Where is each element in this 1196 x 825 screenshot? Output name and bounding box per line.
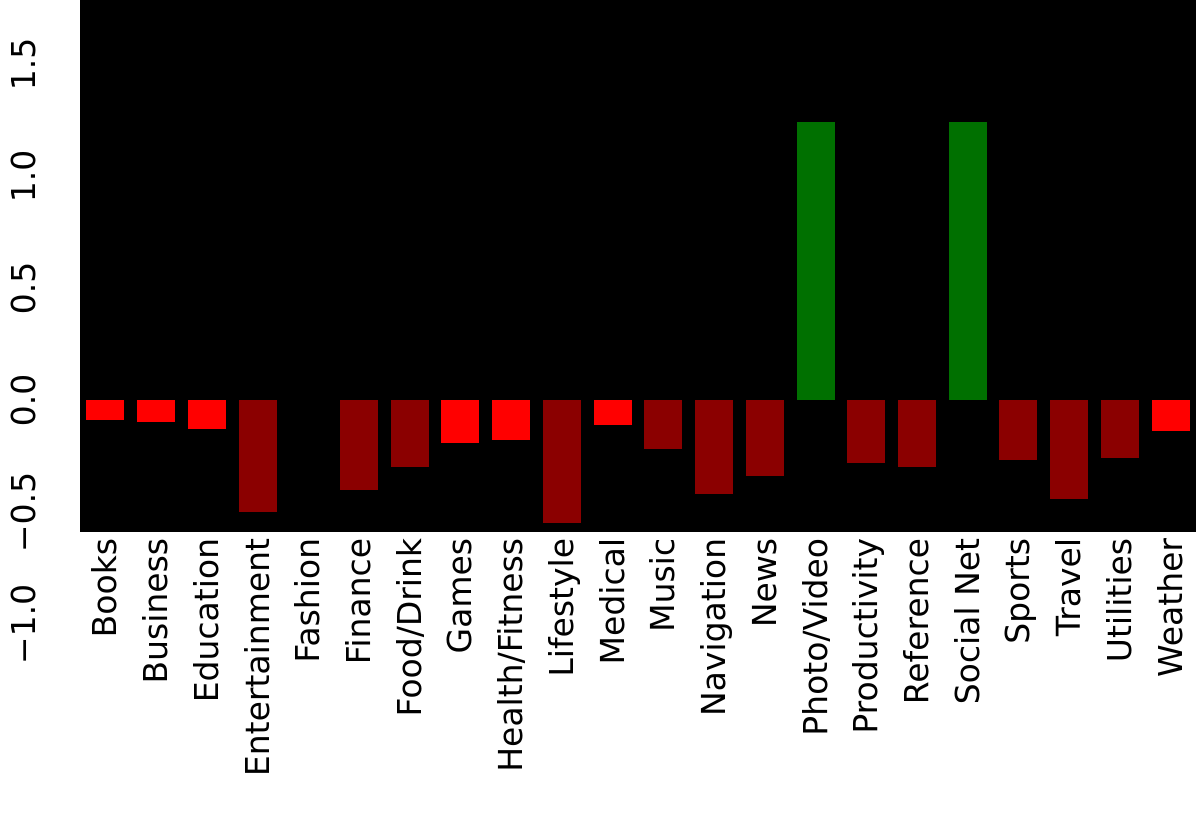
x-tick-label: Business xyxy=(135,538,175,684)
x-tick-label: Education xyxy=(186,538,226,703)
bar-music xyxy=(644,400,683,450)
y-tick-label: 0.0 xyxy=(3,373,43,427)
bar-travel xyxy=(1050,400,1089,499)
bar-weather xyxy=(1151,400,1190,432)
y-tick-label: 1.0 xyxy=(3,149,43,203)
bar-medical xyxy=(593,400,632,425)
bar-productivity xyxy=(847,400,886,463)
y-tick-label: 0.5 xyxy=(3,261,43,315)
x-tick-label: Weather xyxy=(1150,538,1190,677)
x-tick-label: Lifestyle xyxy=(541,538,581,677)
x-tick-label: Fashion xyxy=(288,538,328,663)
bar-reference xyxy=(898,400,936,468)
x-tick-label: Food/Drink xyxy=(389,538,429,717)
x-tick-label: Photo/Video xyxy=(795,538,835,736)
y-tick-label: −0.5 xyxy=(3,471,43,553)
x-tick-label: Medical xyxy=(592,538,632,665)
x-axis-tick-labels: Books Business Education Entertainment Fashi… xyxy=(80,538,1196,825)
x-tick-label: Entertainment xyxy=(237,538,277,777)
bar-utilities xyxy=(1100,400,1139,459)
x-tick-label: Sports xyxy=(998,538,1038,644)
bar-finance xyxy=(340,400,378,490)
bar-entertainment xyxy=(238,400,277,512)
x-tick-label: Social Net xyxy=(947,538,987,705)
bar-social-net xyxy=(948,122,987,400)
bar-news xyxy=(745,400,784,477)
bar-health-fitness xyxy=(492,400,531,441)
x-tick-label: Reference xyxy=(896,538,936,705)
bar-business xyxy=(137,400,176,423)
bar-books xyxy=(86,400,125,421)
bar-education xyxy=(187,400,226,430)
x-tick-label: Utilities xyxy=(1099,538,1139,663)
y-axis-tick-labels: −1.0 −0.5 0.0 0.5 1.0 1.5 xyxy=(0,0,80,825)
x-tick-label: Music xyxy=(643,538,683,632)
y-tick-label: −1.0 xyxy=(3,583,43,665)
bar-navigation xyxy=(695,400,734,495)
bar-games xyxy=(441,400,480,443)
x-tick-label: Navigation xyxy=(693,538,733,716)
bar-food-drink xyxy=(390,400,429,468)
bar-sports xyxy=(999,400,1038,461)
x-tick-label: Travel xyxy=(1049,538,1089,637)
plot-area xyxy=(80,0,1196,532)
y-tick-label: 1.5 xyxy=(3,37,43,91)
x-tick-label: Books xyxy=(85,538,125,638)
x-tick-label: Games xyxy=(440,538,480,654)
x-tick-label: News xyxy=(744,538,784,628)
bar-lifestyle xyxy=(542,400,581,524)
x-tick-label: Health/Fitness xyxy=(491,538,531,772)
bar-photo-video xyxy=(796,122,835,400)
x-tick-label: Productivity xyxy=(846,538,886,734)
x-tick-label: Finance xyxy=(338,538,378,665)
